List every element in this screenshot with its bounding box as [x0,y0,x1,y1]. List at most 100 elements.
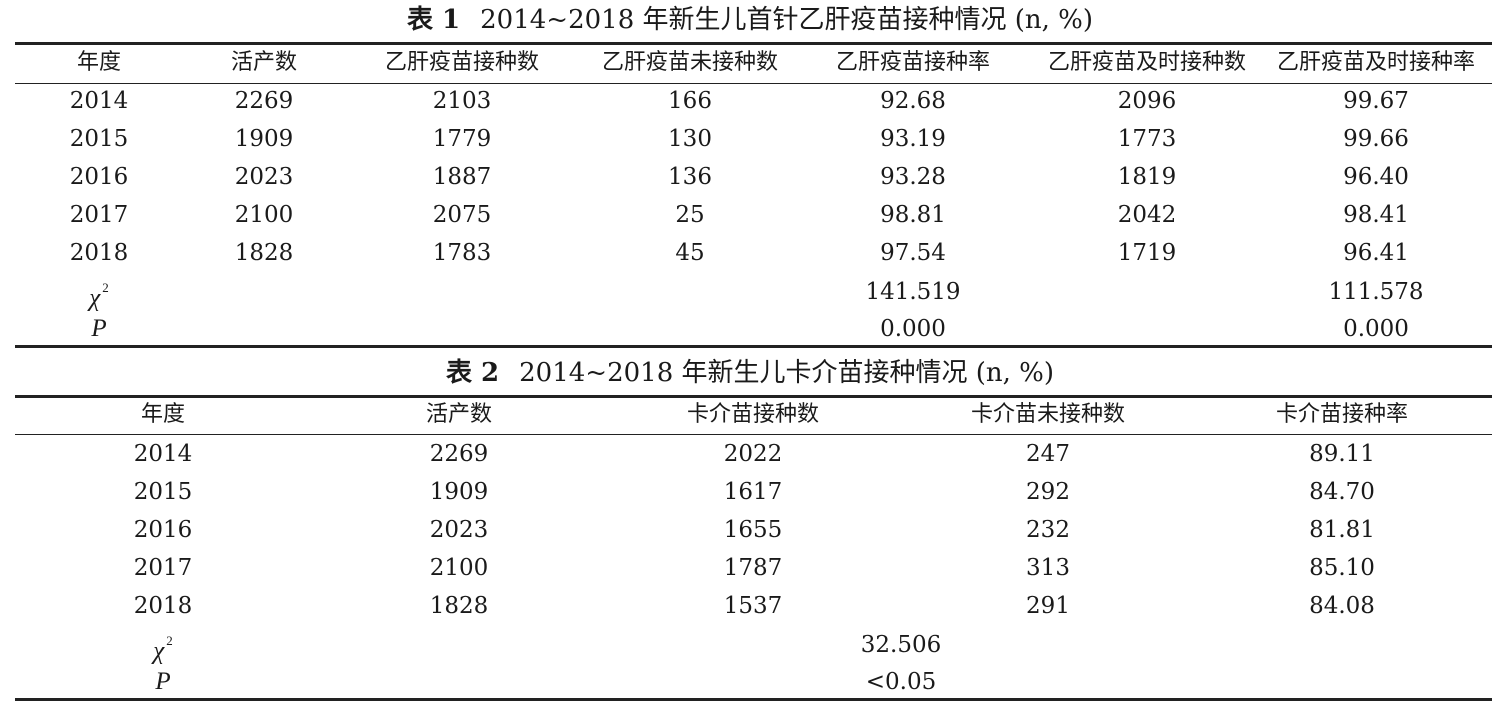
table1-cell: 97.54 [880,240,946,266]
table1-cell: 2018 [69,240,129,266]
table1-cell: 2100 [234,202,294,228]
table2-cell: 232 [1026,517,1070,543]
table2-header-cell: 年度 [140,402,186,427]
table2-chi-square-label-superscript: 2 [166,633,173,648]
table2-cell: 291 [1026,593,1070,619]
table2-cell: 85.10 [1309,555,1375,581]
table1-cell: 2103 [432,88,492,114]
table1-caption: 表 1 2014~2018 年新生儿首针乙肝疫苗接种情况 (n, %) [0,3,1500,37]
table1-cell: 96.40 [1343,164,1409,190]
table1-cell: 130 [668,126,712,152]
table1-cell: 1887 [432,164,492,190]
table2-cell: 2022 [723,441,783,467]
table2-cell: 81.81 [1309,517,1375,543]
table2-top-rule [15,395,1492,398]
table1-cell: 2014 [69,88,129,114]
table2-title: 2014~2018 年新生儿卡介苗接种情况 (n, %) [519,358,1055,388]
table1-cell: 2015 [69,126,129,152]
table2-cell: 2016 [133,517,193,543]
table1-cell: 25 [675,202,705,228]
table1-chi-square-rate: 141.519 [865,279,961,305]
table2-cell: 1537 [723,593,783,619]
table1-cell: 45 [675,240,705,266]
table2-p-label: P [155,667,170,697]
table1-number: 表 1 [406,5,461,35]
table1-cell: 1828 [234,240,294,266]
table2-bottom-rule [15,698,1492,701]
table2-cell: 2017 [133,555,193,581]
table2-cell: 2014 [133,441,193,467]
table2-cell: 84.70 [1309,479,1375,505]
table1-cell: 93.19 [880,126,946,152]
table1-header-cell: 乙肝疫苗及时接种率 [1276,50,1476,75]
table1-chi-square-label-symbol: χ [89,284,101,312]
table2-header-cell: 卡介苗接种数 [686,402,820,427]
table1-header-cell: 活产数 [230,50,298,75]
table1-chi-square-label-superscript: 2 [102,280,109,295]
table2-cell: 2023 [429,517,489,543]
table2-p-value: <0.05 [865,669,937,695]
table1-cell: 2096 [1117,88,1177,114]
table2-cell: 1909 [429,479,489,505]
table2-header-cell: 活产数 [425,402,493,427]
table1-cell: 99.66 [1343,126,1409,152]
table2-chi-square-label-symbol: χ [153,637,165,665]
table2-cell: 2100 [429,555,489,581]
table1-header-cell: 乙肝疫苗未接种数 [601,50,779,75]
table2-cell: 1787 [723,555,783,581]
table2-header-cell: 卡介苗未接种数 [970,402,1126,427]
table1-p-label: P [91,314,106,344]
table1-header-rule [15,83,1492,85]
table1-cell: 1779 [432,126,492,152]
table2-cell: 84.08 [1309,593,1375,619]
table1-cell: 2042 [1117,202,1177,228]
table2-number: 表 2 [445,358,500,388]
table1-cell: 92.68 [880,88,946,114]
table2-header-cell: 卡介苗接种率 [1275,402,1409,427]
table1-chi-square-timely-rate: 111.578 [1328,279,1424,305]
table1-cell: 2023 [234,164,294,190]
table2-caption: 表 2 2014~2018 年新生儿卡介苗接种情况 (n, %) [0,356,1500,390]
table1-header-cell: 乙肝疫苗接种数 [384,50,540,75]
table1-bottom-rule [15,345,1492,348]
table2-cell: 89.11 [1309,441,1375,467]
table1-cell: 2269 [234,88,294,114]
table1-cell: 96.41 [1343,240,1409,266]
table2-cell: 2015 [133,479,193,505]
table1-cell: 136 [668,164,712,190]
table1-cell: 99.67 [1343,88,1409,114]
table1-cell: 2075 [432,202,492,228]
table2-cell: 1617 [723,479,783,505]
table1-header-cell: 乙肝疫苗及时接种数 [1047,50,1247,75]
table1-cell: 2017 [69,202,129,228]
table1-cell: 98.81 [880,202,946,228]
table1-header-cell: 乙肝疫苗接种率 [835,50,991,75]
table1-cell: 93.28 [880,164,946,190]
table1-p-rate: 0.000 [880,316,946,342]
table1-cell: 1819 [1117,164,1177,190]
table2-chi-square-value: 32.506 [860,632,942,658]
table1-top-rule [15,42,1492,45]
table2-cell: 2269 [429,441,489,467]
table2-cell: 292 [1026,479,1070,505]
table1-header-cell: 年度 [76,50,122,75]
table1-title: 2014~2018 年新生儿首针乙肝疫苗接种情况 (n, %) [480,5,1094,35]
table1-cell: 166 [668,88,712,114]
table2-cell: 247 [1026,441,1070,467]
table1-cell: 1773 [1117,126,1177,152]
table1-cell: 2016 [69,164,129,190]
table1-cell: 1783 [432,240,492,266]
table1-p-timely-rate: 0.000 [1343,316,1409,342]
table1-cell: 98.41 [1343,202,1409,228]
table1-cell: 1909 [234,126,294,152]
table2-header-rule [15,434,1492,436]
table2-cell: 2018 [133,593,193,619]
table2-p-label-symbol: P [155,668,171,695]
table2-cell: 1828 [429,593,489,619]
table2-cell: 1655 [723,517,783,543]
table1-p-label-symbol: P [91,315,107,342]
table1-cell: 1719 [1117,240,1177,266]
table2-cell: 313 [1026,555,1070,581]
